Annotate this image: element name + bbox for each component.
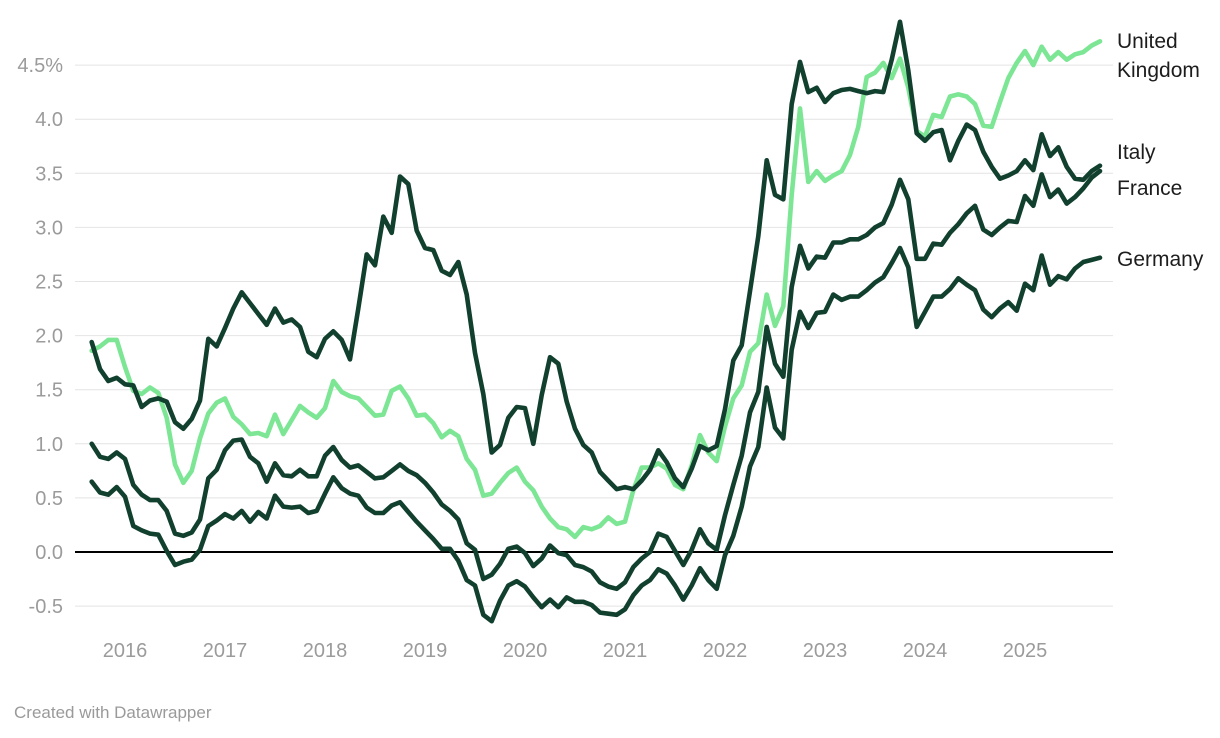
x-axis-tick-label: 2019 — [403, 640, 448, 662]
series-label-germany: Germany — [1117, 248, 1204, 271]
y-axis-tick-label: 0.0 — [35, 542, 63, 564]
series-line-germany[interactable] — [89, 245, 1103, 624]
series-label-france: France — [1117, 177, 1183, 200]
x-axis-tick-label: 2024 — [903, 640, 948, 662]
y-axis-tick-label: 0.5 — [35, 488, 63, 510]
x-axis-tick-label: 2021 — [603, 640, 648, 662]
y-axis-tick-label: 1.0 — [35, 434, 63, 456]
x-axis-tick-label: 2025 — [1003, 640, 1048, 662]
y-axis-tick-label: 1.5 — [35, 380, 63, 402]
series-label-united-kingdom: United Kingdom — [1117, 30, 1200, 82]
series-line-france[interactable] — [89, 168, 1103, 592]
y-axis-tick-label: 4.5% — [17, 55, 63, 77]
series-line-italy[interactable] — [89, 19, 1103, 492]
x-axis-tick-label: 2017 — [203, 640, 248, 662]
y-axis-tick-label: 2.0 — [35, 326, 63, 348]
y-axis-tick-label: -0.5 — [29, 596, 63, 618]
series-line-united-kingdom[interactable] — [89, 39, 1103, 540]
y-axis-tick-label: 3.0 — [35, 217, 63, 239]
series-label-italy: Italy — [1117, 141, 1156, 164]
x-axis-tick-label: 2016 — [103, 640, 148, 662]
x-axis-tick-label: 2023 — [803, 640, 848, 662]
x-axis-tick-label: 2018 — [303, 640, 348, 662]
y-axis-tick-label: 2.5 — [35, 272, 63, 294]
x-axis-tick-label: 2022 — [703, 640, 748, 662]
line-chart: 4.5% 4.0 3.5 3.0 2.5 2.0 1.5 1.0 0.5 0.0 -0.5 2016 2… — [17, 19, 1113, 662]
y-axis-tick-label: 4.0 — [35, 109, 63, 131]
datawrapper-credit: Created with Datawrapper — [14, 703, 212, 722]
y-axis-tick-label: 3.5 — [35, 163, 63, 185]
x-axis-tick-label: 2020 — [503, 640, 548, 662]
